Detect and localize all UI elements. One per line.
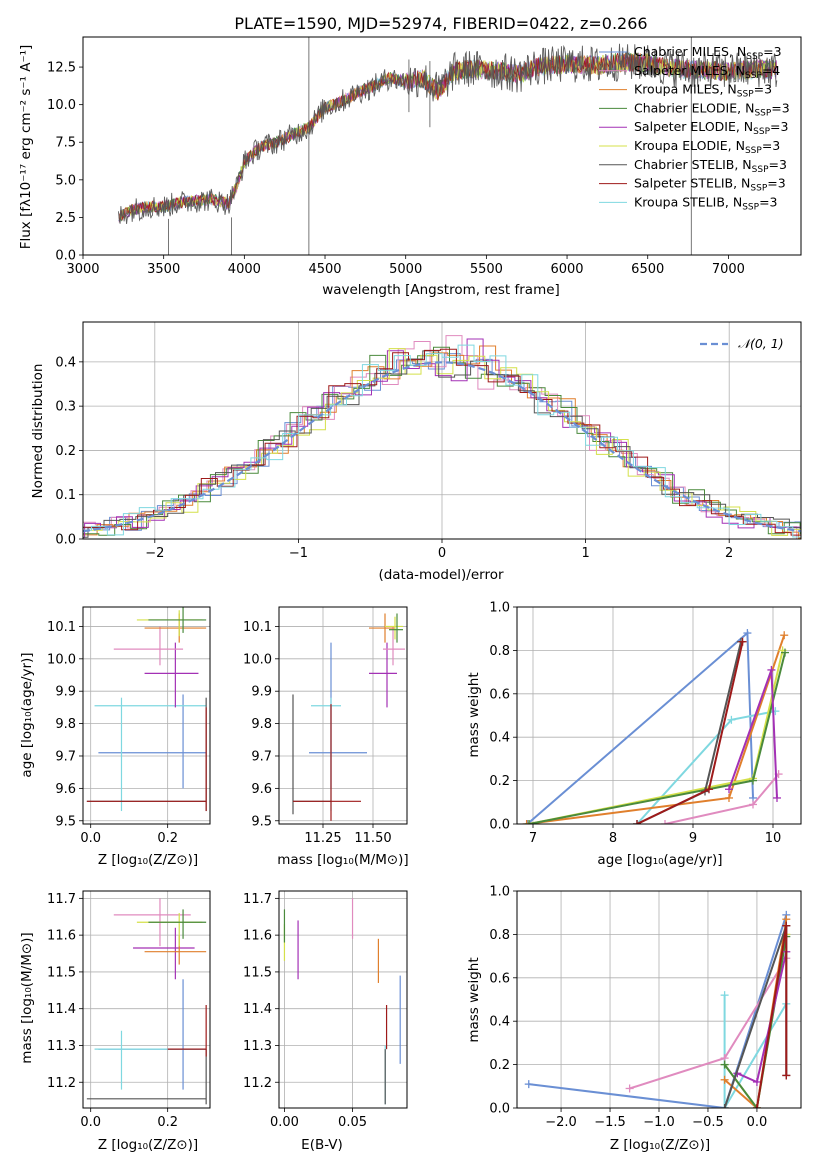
mass_vs_ebv-xtick-label: 0.00 (270, 1115, 299, 1130)
age_vs_mass-ytick-label: 9.6 (251, 782, 272, 797)
mass-z-ylabel: mass [log₁₀(M/M⊙)] (19, 932, 35, 1063)
mass_vs_Z-ytick-label: 11.4 (47, 1002, 76, 1017)
weight_vs_Z-ytick-label: 0.2 (489, 1058, 510, 1073)
residuals-xtick-label: 2 (725, 546, 733, 561)
weight_vs_Z-ytick-label: 0.4 (489, 1015, 510, 1030)
weight_vs_Z-xtick-label: −0.5 (692, 1115, 724, 1130)
mass_vs_ebv-ytick-label: 11.2 (243, 1076, 272, 1091)
spectrum-xtick-label: 3500 (147, 262, 180, 277)
spectrum-xtick-label: 3000 (66, 262, 99, 277)
residuals-ytick-label: 0.2 (55, 444, 76, 459)
age_vs_Z-ytick-label: 9.9 (55, 685, 76, 700)
weight_vs_Z-xtick-label: −1.5 (594, 1115, 626, 1130)
mass_vs_ebv-ytick-label: 11.6 (243, 929, 272, 944)
spectrum-ytick-label: 7.5 (55, 136, 76, 151)
legend-entry: 𝒩(0, 1) (738, 336, 784, 351)
age_vs_mass-ytick-label: 9.8 (251, 717, 272, 732)
spectrum-xtick-label: 4000 (228, 262, 261, 277)
weight_vs_Z-ytick-label: 1.0 (489, 885, 510, 900)
spectrum-ytick-label: 5.0 (55, 173, 76, 188)
mass_vs_ebv-ytick-label: 11.3 (243, 1039, 272, 1054)
weight_vs_age-ytick-label: 0.8 (489, 644, 510, 659)
weight_vs_age-xtick-label: 7 (529, 831, 537, 846)
weight_vs_Z-xtick-label: 0.0 (747, 1115, 768, 1130)
residuals-ytick-label: 0.4 (55, 355, 76, 370)
residuals-xtick-label: −2 (145, 546, 164, 561)
weight-age-xlabel: age [log₁₀(age/yr)] (597, 852, 722, 868)
age_vs_mass-ytick-label: 10.0 (243, 652, 272, 667)
weight_vs_age-ytick-label: 0.2 (489, 774, 510, 789)
residuals-ylabel: Normed distribution (30, 364, 46, 499)
age_vs_Z-xtick-label: 0.0 (80, 831, 101, 846)
weight_vs_Z-xtick-label: −1.0 (643, 1115, 675, 1130)
weight-age-ylabel: mass weight (466, 672, 482, 757)
spectrum-ytick-label: 12.5 (47, 61, 76, 76)
age-z-xlabel: Z [log₁₀(Z/Z⊙)] (98, 852, 198, 868)
weight_vs_age-ytick-label: 0.4 (489, 731, 510, 746)
mass_vs_Z-ytick-label: 11.2 (47, 1076, 76, 1091)
weight_vs_age-xtick-label: 9 (689, 831, 697, 846)
spectrum-xtick-label: 4500 (308, 262, 341, 277)
weight_vs_Z-ytick-label: 0.8 (489, 928, 510, 943)
weight_vs_age-ytick-label: 0.0 (489, 818, 510, 833)
age_vs_mass-ytick-label: 9.7 (251, 749, 272, 764)
mass_vs_Z-ytick-label: 11.6 (47, 929, 76, 944)
mass_vs_ebv-ytick-label: 11.4 (243, 1002, 272, 1017)
weight_vs_age-xtick-label: 8 (609, 831, 617, 846)
spectrum-title: PLATE=1590, MJD=52974, FIBERID=0422, z=0… (234, 14, 647, 33)
spectrum-ytick-label: 2.5 (55, 211, 76, 226)
mass_vs_ebv-xtick-label: 0.05 (338, 1115, 367, 1130)
residuals-xtick-label: −1 (289, 546, 308, 561)
spectrum-ytick-label: 0.0 (55, 249, 76, 264)
spectrum-xtick-label: 5500 (470, 262, 503, 277)
mass_vs_Z-ytick-label: 11.7 (47, 892, 76, 907)
mass_vs_Z-ytick-label: 11.3 (47, 1039, 76, 1054)
spectrum-xtick-label: 6500 (631, 262, 664, 277)
weight_vs_Z-ytick-label: 0.6 (489, 971, 510, 986)
spectrum-xlabel: wavelength [Angstrom, rest frame] (322, 282, 560, 298)
age_vs_Z-ytick-label: 10.1 (47, 620, 76, 635)
age_vs_Z-ytick-label: 9.7 (55, 749, 76, 764)
spectrum-xtick-label: 6000 (550, 262, 583, 277)
weight_vs_Z-ytick-label: 0.0 (489, 1102, 510, 1117)
age_vs_mass-ytick-label: 9.9 (251, 685, 272, 700)
weight-z-ylabel: mass weight (466, 957, 482, 1042)
residuals-ytick-label: 0.0 (55, 533, 76, 548)
weight_vs_age-xtick-label: 10 (765, 831, 782, 846)
mass-z-xlabel: Z [log₁₀(Z/Z⊙)] (98, 1137, 198, 1153)
mass_vs_Z-xtick-label: 0.2 (157, 1115, 178, 1130)
weight_vs_age-ytick-label: 0.6 (489, 687, 510, 702)
age_vs_mass-ytick-label: 10.1 (243, 620, 272, 635)
age_vs_Z-ytick-label: 9.6 (55, 782, 76, 797)
age-z-ylabel: age [log₁₀(age/yr)] (19, 652, 35, 777)
mass_vs_ebv-ytick-label: 11.5 (243, 965, 272, 980)
spectrum-xtick-label: 5000 (389, 262, 422, 277)
mass_vs_Z-xtick-label: 0.0 (80, 1115, 101, 1130)
weight-z-xlabel: Z [log₁₀(Z/Z⊙)] (610, 1137, 710, 1153)
age_vs_Z-ytick-label: 9.5 (55, 814, 76, 829)
spectrum-xtick-label: 7000 (712, 262, 745, 277)
residuals-ytick-label: 0.1 (55, 488, 76, 503)
age-mass-xlabel: mass [log₁₀(M/M⊙)] (277, 852, 408, 868)
mass_vs_Z-ytick-label: 11.5 (47, 965, 76, 980)
age_vs_Z-xtick-label: 0.2 (157, 831, 178, 846)
mass_vs_ebv-ytick-label: 11.7 (243, 892, 272, 907)
weight_vs_age-ytick-label: 1.0 (489, 601, 510, 616)
spectrum-ytick-label: 10.0 (47, 98, 76, 113)
age_vs_Z-ytick-label: 10.0 (47, 652, 76, 667)
residuals-xlabel: (data-model)/error (378, 567, 504, 583)
age_vs_mass-xtick-label: 11.50 (354, 831, 391, 846)
age_vs_Z-ytick-label: 9.8 (55, 717, 76, 732)
residuals-xtick-label: 0 (438, 546, 446, 561)
residuals-ytick-label: 0.3 (55, 400, 76, 415)
mass-ebv-xlabel: E(B-V) (301, 1137, 343, 1153)
age_vs_mass-ytick-label: 9.5 (251, 814, 272, 829)
weight_vs_Z-xtick-label: −2.0 (545, 1115, 577, 1130)
spectrum-ylabel: Flux [fλ10⁻¹⁷ erg cm⁻² s⁻¹ A⁻¹] (18, 45, 34, 250)
residuals-xtick-label: 1 (581, 546, 589, 561)
age_vs_mass-xtick-label: 11.25 (304, 831, 341, 846)
